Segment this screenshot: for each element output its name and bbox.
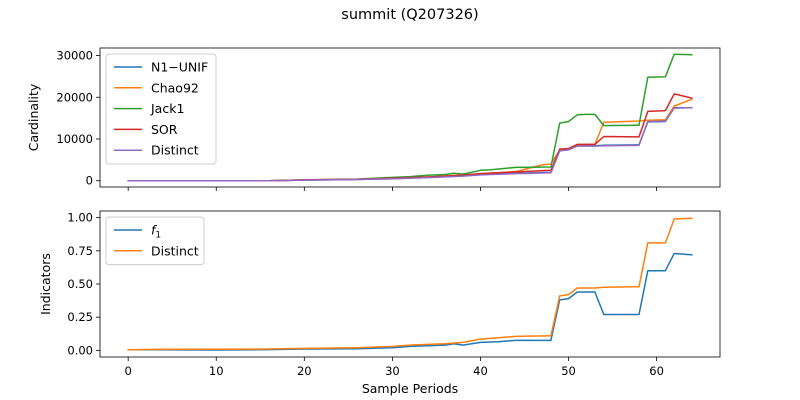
subplot-2: 0 10 20 30 40 50 60 0.00 0.25 0.50 0.75 1.00 Indicat… (38, 210, 721, 396)
x-tick-label: 10 (209, 364, 224, 378)
legend-label: Distinct (151, 243, 199, 258)
x-tick-label: 0 (125, 364, 132, 378)
legend-box (105, 53, 217, 165)
x-tick-label: 50 (561, 364, 576, 378)
legend: N1−UNIF Chao92 Jack1 SOR Distinct (105, 53, 217, 165)
y-tick-label: 0.50 (67, 277, 93, 291)
y-tick-label: 0.25 (67, 310, 93, 324)
plot-area (127, 217, 693, 351)
x-tick-label: 40 (473, 364, 488, 378)
subplot-1: 0 10000 20000 30000 Cardinality N1−UNIF Chao92… (26, 47, 721, 191)
y-tick-label: 20000 (56, 90, 93, 104)
plot-area (127, 53, 693, 182)
legend-label: Distinct (151, 143, 199, 158)
series-line-2-2 (127, 217, 693, 351)
legend-box (105, 216, 205, 266)
y-axis-label: Indicators (38, 253, 53, 315)
y-tick-label: 10000 (56, 132, 93, 146)
axes-frame (99, 47, 721, 188)
legend-label: Chao92 (151, 80, 199, 95)
legend-label: Jack1 (150, 101, 184, 116)
legend-label: f1 (151, 223, 161, 241)
figure-title: summit (Q207326) (341, 7, 478, 23)
legend-label: SOR (151, 122, 178, 137)
y-tick-label: 0 (86, 174, 93, 188)
x-tick-label: 20 (297, 364, 312, 378)
x-tick-label: 60 (649, 364, 664, 378)
legend: f1 Distinct (105, 216, 205, 266)
y-tick-label: 0.00 (67, 343, 93, 357)
series-line-1-5 (127, 106, 693, 182)
y-tick-label: 1.00 (67, 211, 93, 225)
y-tick-label: 0.75 (67, 244, 93, 258)
legend-label: N1−UNIF (151, 60, 208, 75)
y-axis-label: Cardinality (26, 83, 41, 151)
x-tick-label: 30 (385, 364, 400, 378)
y-tick-label: 30000 (56, 49, 93, 63)
series-line-1-3 (127, 53, 693, 182)
x-axis-label: Sample Periods (362, 381, 458, 396)
series-line-2-1 (127, 252, 693, 351)
